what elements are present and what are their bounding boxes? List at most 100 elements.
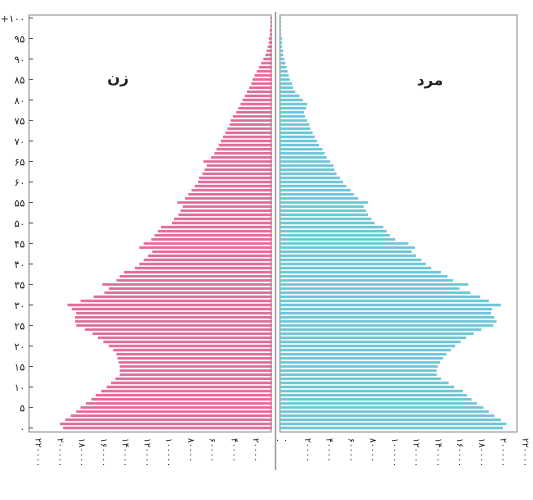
male-bar [280, 352, 447, 356]
male-bar [280, 332, 474, 335]
x-tick-label: ۱۸۰۰۰۰ [76, 438, 86, 467]
female-bar [101, 389, 273, 393]
female-bar [76, 311, 272, 315]
x-tick-label: ۱۶۰۰۰۰ [98, 438, 108, 467]
male-bar [280, 291, 471, 294]
female-bar [171, 221, 272, 225]
female-bar [113, 348, 272, 352]
female-bar [191, 188, 272, 192]
male-bar [280, 225, 384, 229]
male-bar [280, 176, 340, 180]
female-bar [76, 410, 272, 413]
male-bar [280, 426, 504, 430]
y-tick-label: ۹۵ [14, 35, 25, 46]
male-bar [280, 250, 412, 253]
female-bar [218, 143, 272, 147]
y-tick-label: ۳۰ [14, 301, 25, 312]
x-tick-label: ۱۲۰۰۰۰ [141, 438, 151, 467]
x-tick-label: ۸۰۰۰۰ [185, 438, 195, 462]
female-bar [119, 275, 273, 278]
male-bar [280, 316, 495, 319]
female-bar [249, 86, 272, 89]
male-bar [280, 365, 438, 368]
female-bar [230, 119, 272, 122]
male-bar [280, 29, 282, 32]
female-bar [59, 422, 273, 426]
male-bar [280, 94, 300, 98]
male-bar [280, 70, 288, 73]
female-bar [151, 238, 272, 241]
female-label: زن [107, 69, 128, 87]
male-bar [280, 82, 292, 85]
male-bar [280, 414, 495, 417]
male-bar [280, 45, 283, 48]
x-tick-label: ۶۰۰۰۰ [207, 438, 217, 462]
male-bar [280, 369, 437, 372]
male-bar [280, 53, 284, 57]
male-bar [280, 299, 489, 303]
female-bar [202, 172, 272, 176]
female-bar [203, 160, 272, 163]
y-tick-label: ۲۵ [14, 322, 25, 333]
male-bar [280, 74, 289, 77]
x-tick-label: ۸۰۰۰۰ [367, 438, 377, 462]
male-bar [280, 180, 344, 184]
female-bar [229, 123, 272, 126]
female-bar [75, 316, 273, 319]
female-bar [269, 29, 272, 32]
male-bar [280, 193, 354, 196]
male-bar [280, 201, 369, 204]
male-bar [280, 213, 369, 217]
female-bar [85, 402, 273, 405]
female-bar [110, 381, 272, 385]
female-bar [236, 111, 272, 114]
female-bar [118, 361, 272, 364]
y-tick-label: ۲۰ [14, 342, 25, 353]
female-bar [143, 258, 272, 262]
female-bar [84, 328, 272, 331]
female-bar [246, 90, 272, 94]
male-bar [280, 197, 359, 200]
male-bar [280, 283, 469, 286]
x-tick-label: ۰ [272, 438, 282, 443]
female-bar [232, 115, 272, 118]
male-bar [280, 287, 460, 290]
male-bar [280, 229, 387, 233]
male-bar [280, 279, 453, 282]
male-bar [280, 258, 422, 262]
male-bar [280, 328, 482, 331]
male-bar [280, 78, 290, 81]
x-tick-label: ۱۰۰۰۰۰ [389, 438, 399, 467]
female-bar [194, 184, 272, 188]
female-bar [251, 82, 272, 85]
y-tick-label: ۵۰ [14, 219, 25, 230]
y-tick-label: ۴۵ [14, 240, 25, 251]
male-bar [280, 135, 315, 139]
male-bar [280, 152, 325, 155]
female-bar [267, 45, 272, 48]
female-bar [106, 385, 273, 389]
female-bar [270, 16, 272, 20]
male-bar [280, 147, 323, 151]
male-bar [280, 402, 477, 405]
x-tick-label: ۴۰۰۰۰ [324, 438, 334, 462]
female-bar [216, 147, 272, 151]
male-bar [280, 242, 409, 245]
male-bar [280, 418, 501, 422]
female-bar [139, 246, 272, 249]
male-bar [280, 336, 467, 340]
male-bar [280, 49, 284, 53]
male-bar [280, 164, 334, 167]
male-bar [280, 20, 282, 24]
x-tick-label: ۲۰۰۰۰۰ [498, 438, 508, 467]
y-axis-ticks: ۰ ۵ ۱۰ ۱۵ ۲۰ ۲۵ ۳۰ ۳۵ ۴۰ ۴۵ ۵۰ ۵۵ ۶۰ ۶۵ ۷۰ ۷۵ ۸۰ ۸۵ ۹۰ ۹۵ +۱… [1, 14, 33, 435]
male-bar [280, 320, 497, 323]
female-bar [154, 234, 272, 237]
female-bar [93, 295, 273, 299]
y-tick-label: ۹۰ [14, 55, 25, 66]
male-bar [280, 106, 307, 110]
male-bar [280, 37, 283, 40]
female-bar [256, 70, 272, 73]
male-bar [280, 275, 448, 278]
